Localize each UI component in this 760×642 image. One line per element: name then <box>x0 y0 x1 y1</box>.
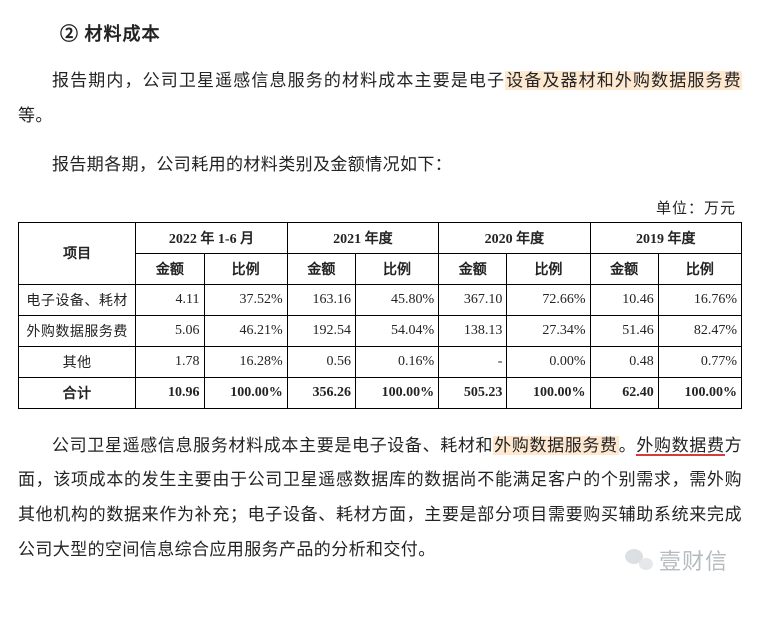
cell-value: 192.54 <box>287 315 355 346</box>
subhead-amount: 金额 <box>136 253 204 284</box>
cell-value: 356.26 <box>287 377 355 408</box>
row-label: 外购数据服务费 <box>19 315 136 346</box>
col-header-period-0: 2022 年 1-6 月 <box>136 222 287 253</box>
para1-prefix: 报告期内，公司卫星遥感信息服务的材料成本主要是电子 <box>52 71 505 90</box>
table-row: 外购数据服务费5.0646.21%192.5454.04%138.1327.34… <box>19 315 742 346</box>
cell-value: 45.80% <box>355 284 438 315</box>
cell-value: 1.78 <box>136 346 204 377</box>
cell-value: 16.76% <box>658 284 741 315</box>
para3-underline: 外购数据费 <box>636 436 724 456</box>
subhead-amount: 金额 <box>439 253 507 284</box>
unit-label: 单位：万元 <box>18 197 736 218</box>
cell-value: 37.52% <box>204 284 287 315</box>
section-title-text: 材料成本 <box>85 24 161 44</box>
paragraph-lead-in: 报告期各期，公司耗用的材料类别及金额情况如下： <box>18 148 742 183</box>
table-body: 电子设备、耗材4.1137.52%163.1645.80%367.1072.66… <box>19 284 742 408</box>
subhead-amount: 金额 <box>590 253 658 284</box>
cell-value: 51.46 <box>590 315 658 346</box>
cell-value: 100.00% <box>355 377 438 408</box>
col-header-project: 项目 <box>19 222 136 284</box>
cell-value: 0.48 <box>590 346 658 377</box>
cell-value: 10.96 <box>136 377 204 408</box>
cell-value: 163.16 <box>287 284 355 315</box>
cell-value: 10.46 <box>590 284 658 315</box>
cell-value: 0.77% <box>658 346 741 377</box>
cell-value: 16.28% <box>204 346 287 377</box>
subhead-ratio: 比例 <box>507 253 590 284</box>
table-row: 电子设备、耗材4.1137.52%163.1645.80%367.1072.66… <box>19 284 742 315</box>
cell-value: 62.40 <box>590 377 658 408</box>
cell-value: 100.00% <box>658 377 741 408</box>
section-heading: ② 材料成本 <box>60 20 742 46</box>
table-row: 合计10.96100.00%356.26100.00%505.23100.00%… <box>19 377 742 408</box>
cell-value: 54.04% <box>355 315 438 346</box>
cell-value: 5.06 <box>136 315 204 346</box>
col-header-period-2: 2020 年度 <box>439 222 590 253</box>
cell-value: 0.56 <box>287 346 355 377</box>
subhead-amount: 金额 <box>287 253 355 284</box>
cell-value: 4.11 <box>136 284 204 315</box>
materials-table: 项目 2022 年 1-6 月 2021 年度 2020 年度 2019 年度 … <box>18 222 742 409</box>
cell-value: 0.16% <box>355 346 438 377</box>
cell-value: 27.34% <box>507 315 590 346</box>
row-label: 电子设备、耗材 <box>19 284 136 315</box>
col-header-period-3: 2019 年度 <box>590 222 741 253</box>
subhead-ratio: 比例 <box>355 253 438 284</box>
para1-highlight: 设备及器材和外购数据服务费 <box>505 71 742 90</box>
paragraph-explain: 公司卫星遥感信息服务材料成本主要是电子设备、耗材和外购数据服务费。外购数据费方面… <box>18 429 742 568</box>
cell-value: 100.00% <box>507 377 590 408</box>
para1-suffix: 等。 <box>18 106 53 125</box>
row-label: 其他 <box>19 346 136 377</box>
cell-value: 46.21% <box>204 315 287 346</box>
document-page: ② 材料成本 报告期内，公司卫星遥感信息服务的材料成本主要是电子设备及器材和外购… <box>0 0 760 610</box>
para3-dot: 。 <box>619 436 637 455</box>
cell-value: 100.00% <box>204 377 287 408</box>
subhead-ratio: 比例 <box>658 253 741 284</box>
table-header-row-1: 项目 2022 年 1-6 月 2021 年度 2020 年度 2019 年度 <box>19 222 742 253</box>
row-label: 合计 <box>19 377 136 408</box>
cell-value: 138.13 <box>439 315 507 346</box>
cell-value: 0.00% <box>507 346 590 377</box>
table-row: 其他1.7816.28%0.560.16%-0.00%0.480.77% <box>19 346 742 377</box>
subhead-ratio: 比例 <box>204 253 287 284</box>
cell-value: 72.66% <box>507 284 590 315</box>
paragraph-intro: 报告期内，公司卫星遥感信息服务的材料成本主要是电子设备及器材和外购数据服务费等。 <box>18 64 742 134</box>
cell-value: 505.23 <box>439 377 507 408</box>
para3-highlight: 外购数据服务费 <box>493 436 619 455</box>
col-header-period-1: 2021 年度 <box>287 222 438 253</box>
section-bullet: ② <box>60 24 79 44</box>
cell-value: - <box>439 346 507 377</box>
cell-value: 367.10 <box>439 284 507 315</box>
para3-prefix: 公司卫星遥感信息服务材料成本主要是电子设备、耗材和 <box>52 436 493 455</box>
cell-value: 82.47% <box>658 315 741 346</box>
